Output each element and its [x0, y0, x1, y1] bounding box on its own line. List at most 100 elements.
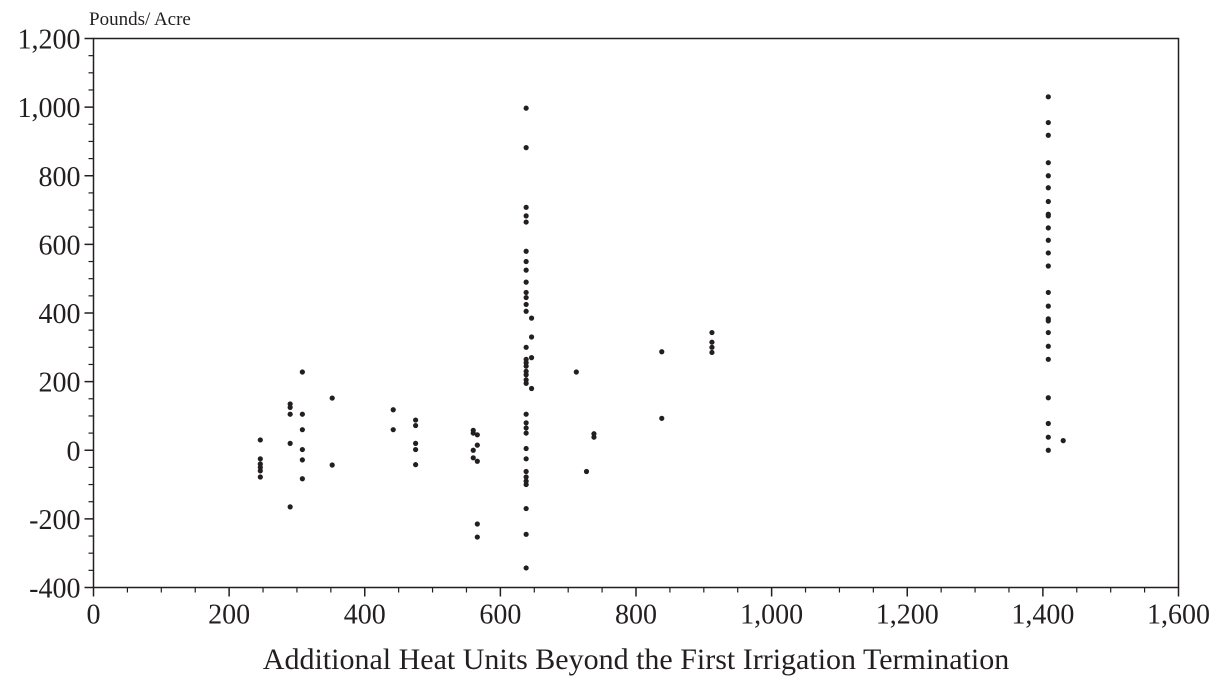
x-tick-label: 1,400 [1011, 600, 1074, 631]
data-point [591, 434, 597, 440]
data-point [523, 279, 529, 285]
data-point [1045, 250, 1051, 256]
y-tick-label: 600 [39, 230, 81, 261]
data-point [287, 411, 293, 417]
y-tick-label: 0 [67, 436, 81, 467]
data-point [583, 468, 590, 475]
data-point [523, 204, 529, 210]
data-point [523, 456, 529, 462]
y-axis-unit-label: Pounds/ Acre [89, 9, 191, 30]
data-point [523, 344, 529, 350]
data-point [257, 456, 263, 462]
data-point [1045, 237, 1051, 243]
data-point [474, 432, 480, 438]
x-tick-label: 0 [87, 600, 101, 631]
data-point [413, 422, 419, 429]
data-point [257, 437, 263, 443]
data-point [528, 385, 535, 392]
data-point [299, 369, 305, 375]
data-point [1045, 94, 1051, 100]
x-tick-label: 1,600 [1147, 600, 1210, 631]
data-point [1045, 198, 1051, 205]
data-point [1045, 160, 1051, 166]
data-point [1045, 119, 1051, 126]
data-point [1045, 263, 1051, 269]
data-point [709, 329, 715, 336]
data-point [287, 440, 293, 446]
x-axis-ticks: 0 200 400 600 800 1,000 1,200 1,400 1,600 [87, 587, 1210, 631]
data-point [709, 344, 715, 350]
data-point [470, 455, 476, 461]
data-point [1045, 395, 1051, 401]
plot-frame [92, 37, 1180, 589]
data-point [1045, 329, 1051, 336]
data-point [1045, 185, 1051, 191]
data-point [523, 372, 529, 378]
y-tick-label: 800 [39, 162, 81, 193]
y-tick-label: 200 [39, 368, 81, 399]
data-point [474, 442, 480, 448]
data-point [1060, 438, 1066, 444]
data-point [523, 308, 529, 314]
data-point [287, 504, 293, 510]
x-tick-label: 800 [615, 600, 657, 631]
data-point [709, 349, 715, 356]
data-point [474, 521, 480, 527]
data-point [523, 219, 529, 225]
data-point [1045, 303, 1051, 309]
data-point [528, 334, 535, 340]
data-point [523, 430, 529, 436]
data-point [329, 395, 335, 401]
data-point [1045, 434, 1051, 440]
x-tick-label: 600 [479, 600, 521, 631]
data-point [528, 315, 535, 321]
data-point [1045, 173, 1051, 179]
data-point [523, 565, 529, 571]
data-point [413, 440, 419, 446]
data-point [470, 430, 476, 436]
data-point [299, 427, 305, 433]
data-point [523, 145, 529, 151]
data-point [523, 258, 529, 265]
data-point [1045, 420, 1051, 427]
data-point [287, 404, 293, 410]
y-tick-label: 400 [39, 299, 81, 330]
data-point [659, 349, 665, 355]
data-point [523, 474, 529, 480]
y-tick-label: -400 [29, 574, 80, 605]
data-point [299, 411, 305, 417]
data-point [1045, 225, 1051, 231]
data-point [523, 363, 529, 369]
data-point [523, 294, 529, 301]
data-point [1045, 447, 1051, 453]
data-point [1045, 289, 1051, 296]
data-point [1045, 318, 1051, 324]
data-point [573, 369, 579, 375]
data-point [523, 445, 529, 452]
data-point [1045, 343, 1051, 349]
data-point [329, 462, 335, 468]
x-tick-label: 400 [344, 600, 386, 631]
data-point [659, 415, 665, 421]
data-point [528, 355, 535, 361]
data-point [523, 425, 529, 431]
x-tick-label: 200 [208, 600, 250, 631]
data-points [257, 94, 1066, 571]
data-point [299, 446, 305, 453]
data-point [523, 531, 529, 537]
data-point [523, 411, 529, 417]
data-point [413, 417, 419, 423]
data-point [523, 267, 529, 273]
data-point [413, 462, 419, 468]
y-tick-label: -200 [29, 505, 80, 536]
data-point [1045, 213, 1051, 219]
data-point [299, 457, 305, 463]
data-point [257, 474, 263, 480]
data-point [470, 447, 476, 453]
data-point [523, 380, 529, 386]
data-point [709, 339, 715, 345]
y-tick-label: 1,200 [18, 25, 81, 56]
data-point [523, 505, 529, 512]
y-axis-ticks: -400 -200 0 200 400 600 800 1,000 1,200 [18, 25, 94, 605]
